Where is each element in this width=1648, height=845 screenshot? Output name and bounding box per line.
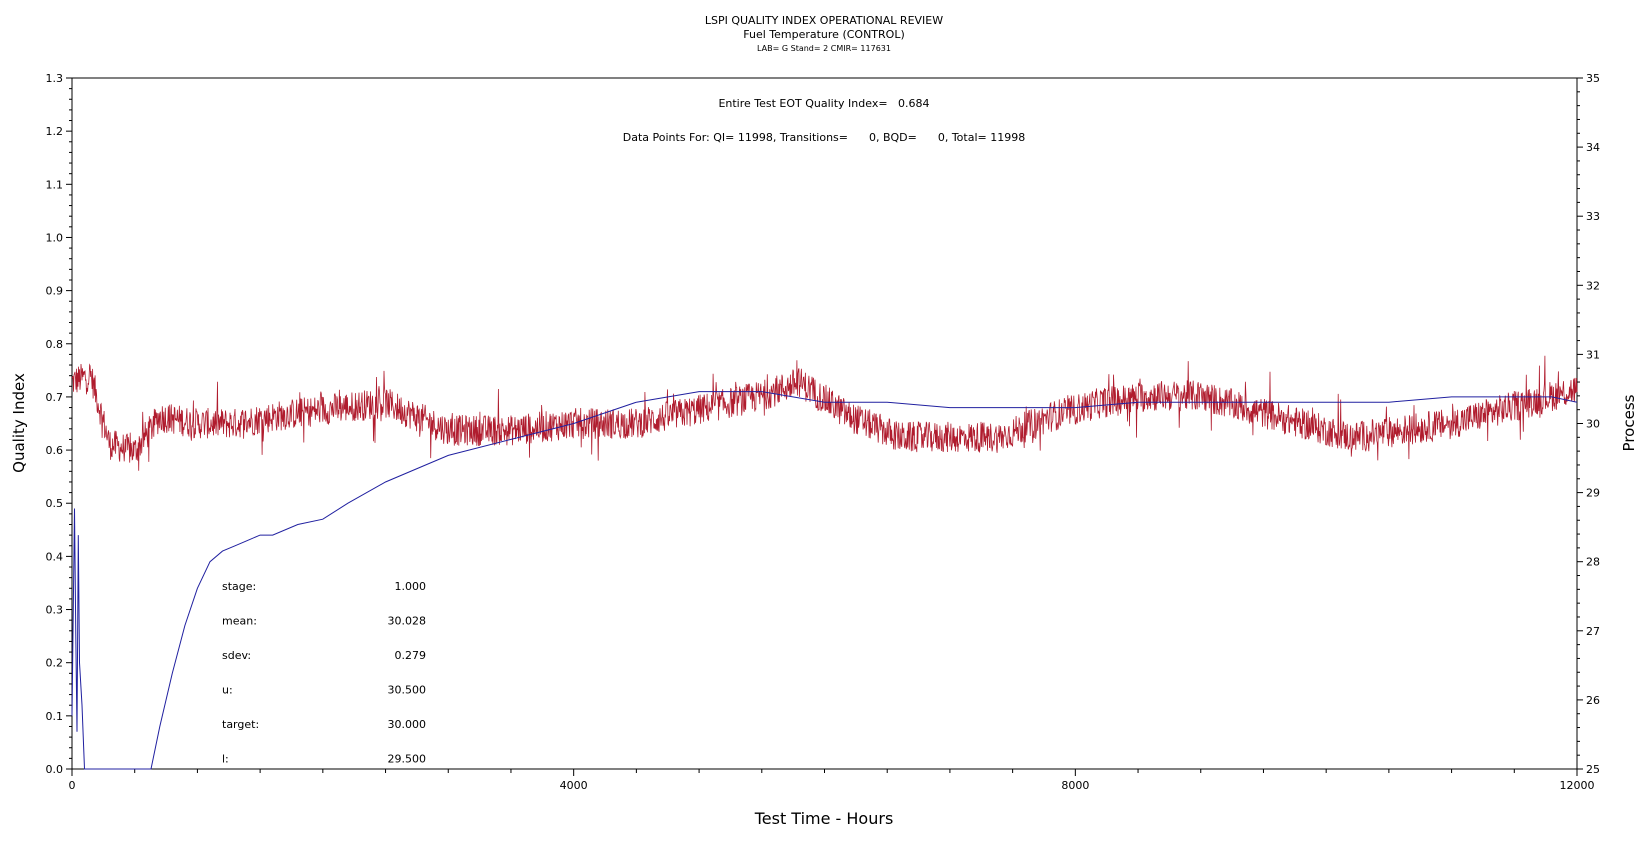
y-left-tick-label: 0.8: [46, 338, 64, 351]
y-right-tick-label: 29: [1586, 487, 1600, 500]
stats-label: target:: [222, 718, 259, 731]
quality-index-series-line: [71, 391, 1578, 770]
stats-value: 1.000: [395, 580, 427, 593]
y-left-tick-label: 1.1: [46, 178, 64, 191]
x-axis-label: Test Time - Hours: [754, 809, 894, 828]
y-axis-left-label: Quality Index: [10, 373, 28, 473]
y-right-tick-label: 34: [1586, 141, 1600, 154]
chart-subtitle: Fuel Temperature (CONTROL): [743, 28, 905, 41]
stats-table: stage: 1.000 mean: 30.028 sdev: 0.279 u: 30.500…: [222, 580, 426, 766]
y-right-tick-label: 35: [1586, 72, 1600, 85]
stats-label: stage:: [222, 580, 256, 593]
stats-value: 30.000: [388, 718, 427, 731]
chart-subtitle-2: LAB= G Stand= 2 CMIR= 117631: [757, 44, 891, 53]
y-left-tick-label: 0.5: [46, 497, 64, 510]
y-axis-right: 25 26 27 28 29 30 31 32 33 34 35: [1577, 72, 1600, 776]
stats-label: sdev:: [222, 649, 251, 662]
y-left-tick-label: 0.1: [46, 710, 64, 723]
y-right-tick-label: 28: [1586, 556, 1600, 569]
y-left-tick-label: 0.0: [46, 763, 64, 776]
stats-value: 29.500: [388, 753, 427, 766]
y-right-tick-label: 33: [1586, 210, 1600, 223]
stats-value: 0.279: [395, 649, 427, 662]
y-right-tick-label: 30: [1586, 418, 1600, 431]
y-right-tick-label: 27: [1586, 625, 1600, 638]
stats-value: 30.500: [388, 684, 427, 697]
quality-index-annotation: Entire Test EOT Quality Index= 0.684: [718, 97, 929, 110]
y-left-tick-label: 0.3: [46, 604, 64, 617]
y-left-tick-label: 0.9: [46, 285, 64, 298]
x-tick-label: 0: [69, 779, 76, 792]
stats-value: 30.028: [388, 615, 427, 628]
x-tick-label: 8000: [1061, 779, 1089, 792]
y-left-tick-label: 0.4: [46, 550, 64, 563]
process-series-line: [71, 355, 1578, 471]
y-left-tick-label: 1.0: [46, 231, 64, 244]
chart-title: LSPI QUALITY INDEX OPERATIONAL REVIEW: [705, 14, 943, 27]
series-group: [71, 355, 1578, 770]
stats-label: l:: [222, 753, 229, 766]
y-left-tick-label: 0.6: [46, 444, 64, 457]
plot-area: [71, 77, 1578, 770]
y-axis-left: 0.0 0.1 0.2 0.3 0.4 0.5 0.6 0.7 0.8 0.9 1.0 1.1 1.2 1…: [46, 72, 72, 776]
y-axis-right-label: Process: [1620, 394, 1638, 451]
x-tick-label: 4000: [560, 779, 588, 792]
y-left-tick-label: 0.7: [46, 391, 64, 404]
data-points-annotation: Data Points For: QI= 11998, Transitions=…: [623, 131, 1025, 144]
y-left-tick-label: 1.3: [46, 72, 64, 85]
y-left-tick-label: 0.2: [46, 657, 64, 670]
y-right-tick-label: 31: [1586, 348, 1600, 361]
y-right-tick-label: 26: [1586, 694, 1600, 707]
x-tick-label: 12000: [1560, 779, 1595, 792]
y-left-tick-label: 1.2: [46, 125, 64, 138]
stats-label: u:: [222, 684, 233, 697]
x-axis: 0 4000 8000 12000: [69, 769, 1595, 792]
y-right-tick-label: 25: [1586, 763, 1600, 776]
y-right-tick-label: 32: [1586, 279, 1600, 292]
stats-label: mean:: [222, 615, 257, 628]
